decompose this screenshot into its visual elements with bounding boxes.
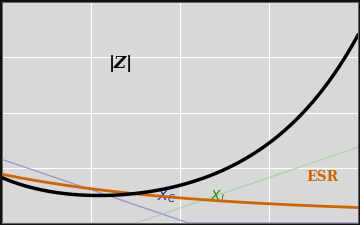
Text: |Z|: |Z| [109,55,133,72]
Text: $X_L$: $X_L$ [210,189,227,205]
Text: ESR: ESR [306,170,338,184]
Text: $X_C$: $X_C$ [157,189,176,205]
